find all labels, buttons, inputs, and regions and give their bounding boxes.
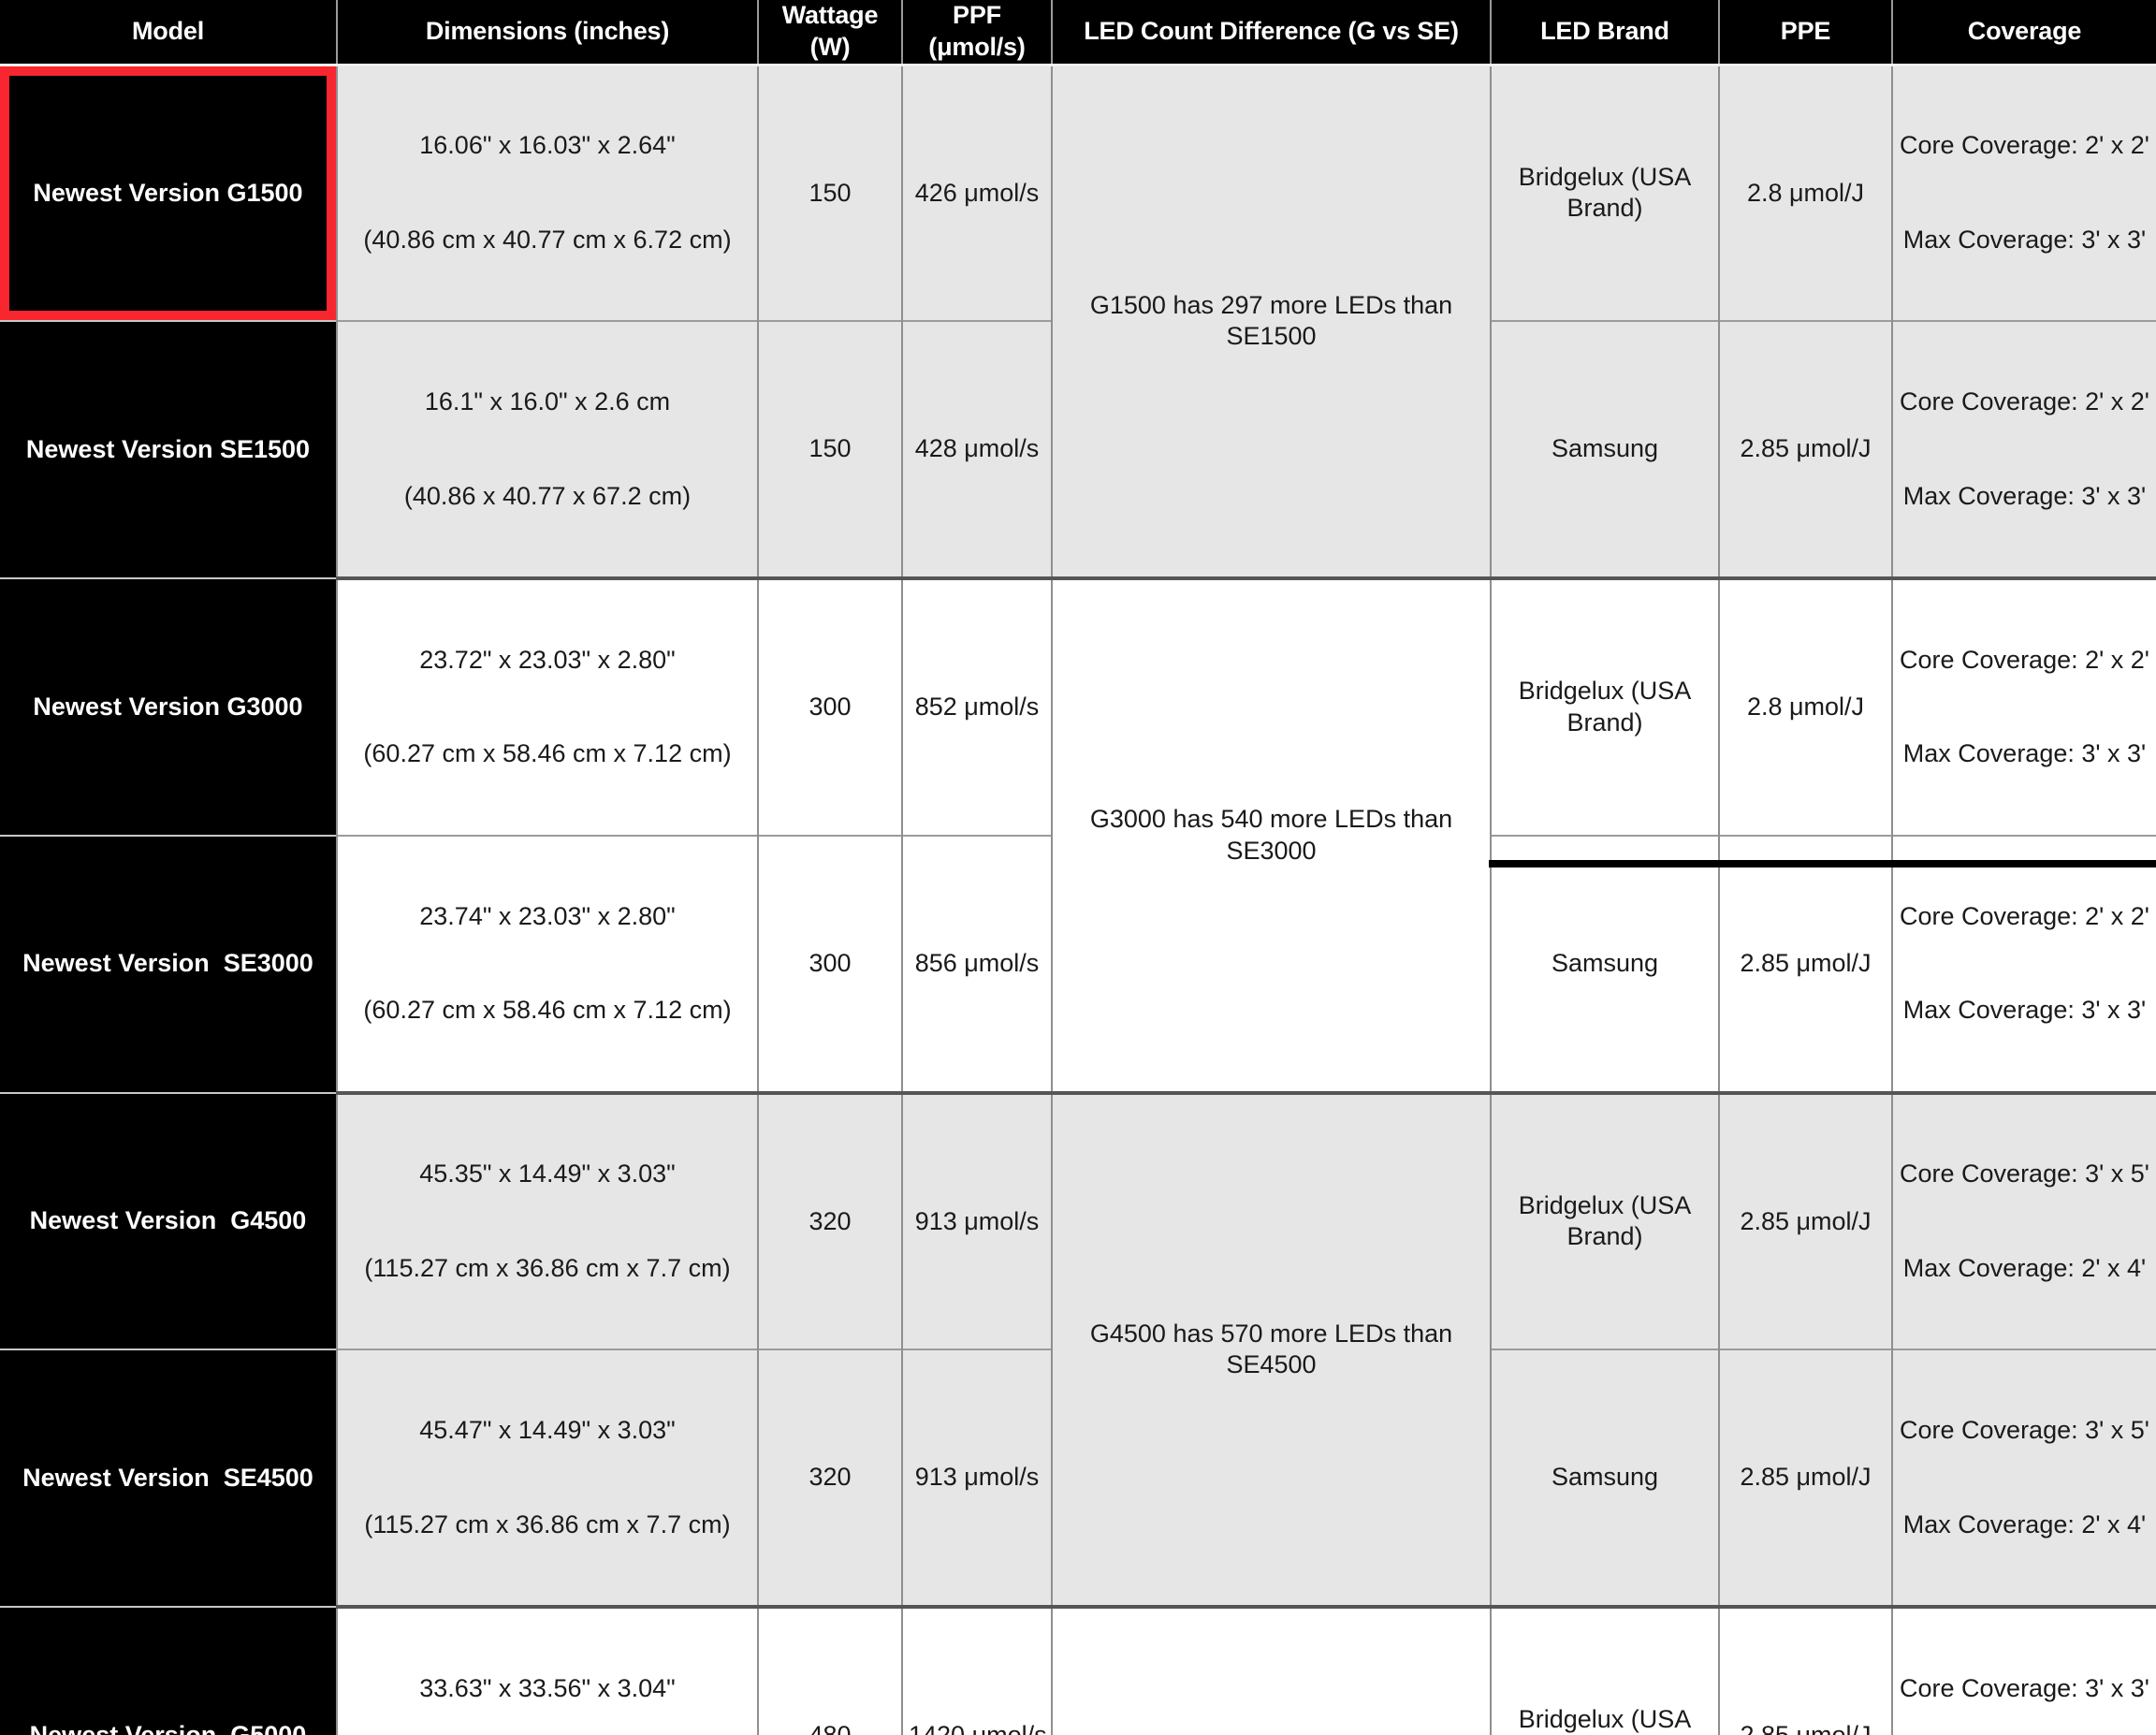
dimensions-inches: 45.47" x 14.49" x 3.03" [419,1416,676,1445]
coverage-cell: Core Coverage: 3' x 3' Max Coverage: 4' … [1891,1605,2156,1735]
table-row-g1500: Newest Version G1500 16.06" x 16.03" x 2… [0,65,2156,578]
dimensions-cell: 23.74" x 23.03" x 2.80" (60.27 cm x 58.4… [336,834,758,1093]
header-row: Model Dimensions (inches) Wattage (W) PP… [0,0,2156,66]
wattage-cell: 300 [757,576,902,836]
led-brand-cell: Bridgelux (USA Brand) [1490,1605,1719,1735]
led-brand-cell: Samsung [1490,320,1719,578]
max-coverage: Max Coverage: 3' x 3' [1902,481,2147,510]
dimensions-cell: 16.06" x 16.03" x 2.64" (40.86 cm x 40.7… [336,65,758,322]
dimensions-inches: 16.06" x 16.03" x 2.64" [419,131,676,160]
dimensions-inches: 23.72" x 23.03" x 2.80" [419,645,676,674]
dimensions-cell: 45.47" x 14.49" x 3.03" (115.27 cm x 36.… [336,1349,758,1607]
wattage-cell: 480 [757,1605,902,1735]
column-header-ppe: PPE [1718,0,1892,66]
ppf-cell: 913 μmol/s [901,1349,1052,1607]
ppe-cell: 2.8 μmol/J [1718,65,1892,322]
core-coverage: Core Coverage: 2' x 2' [1900,387,2149,416]
ppe-cell: 2.85 μmol/J [1718,834,1892,1093]
led-brand-cell: Samsung [1490,1349,1719,1607]
led-count-difference-cell: G5000 has 1200 more LEDs than SE5000 [1051,1605,1491,1735]
column-header-model: Model [0,0,337,66]
ppf-cell: 426 μmol/s [901,65,1052,322]
core-coverage: Core Coverage: 3' x 3' [1900,1673,2149,1702]
table-bottom-border [1489,860,2156,868]
led-count-difference-cell: G4500 has 570 more LEDs than SE4500 [1051,1090,1491,1607]
wattage-cell: 320 [757,1349,902,1607]
wattage-cell: 300 [757,834,902,1093]
ppf-cell: 1420 μmol/s [901,1605,1052,1735]
led-count-difference-cell: G3000 has 540 more LEDs than SE3000 [1051,576,1491,1093]
dimensions-cell: 23.72" x 23.03" x 2.80" (60.27 cm x 58.4… [336,576,758,836]
model-cell: Newest Version SE1500 [0,320,337,578]
table-row-g4500: Newest Version G4500 45.35" x 14.49" x 3… [0,1090,2156,1607]
coverage-cell: Core Coverage: 3' x 5' Max Coverage: 2' … [1891,1349,2156,1607]
column-header-coverage: Coverage [1891,0,2156,66]
core-coverage: Core Coverage: 2' x 2' [1900,645,2149,674]
dimensions-cm: (40.86 cm x 40.77 cm x 6.72 cm) [363,225,732,254]
core-coverage: Core Coverage: 2' x 2' [1900,901,2149,930]
column-header-dimensions: Dimensions (inches) [336,0,758,66]
table-row-g3000: Newest Version G3000 23.72" x 23.03" x 2… [0,576,2156,1093]
dimensions-cell: 33.63" x 33.56" x 3.04" (85.46 cm x 85.2… [336,1605,758,1735]
column-header-ppf: PPF (μmol/s) [901,0,1052,66]
ppf-cell: 852 μmol/s [901,576,1052,836]
dimensions-cm: (115.27 cm x 36.86 cm x 7.7 cm) [364,1253,731,1282]
ppe-cell: 2.85 μmol/J [1718,1090,1892,1350]
coverage-cell: Core Coverage: 2' x 2' Max Coverage: 3' … [1891,576,2156,836]
max-coverage: Max Coverage: 2' x 4' [1902,1253,2147,1282]
dimensions-cm: (60.27 cm x 58.46 cm x 7.12 cm) [363,739,732,768]
column-header-led-count-difference: LED Count Difference (G vs SE) [1051,0,1491,66]
dimensions-cm: (60.27 cm x 58.46 cm x 7.12 cm) [363,996,732,1025]
column-header-led-brand: LED Brand [1490,0,1719,66]
table-header: Model Dimensions (inches) Wattage (W) PP… [0,0,2156,66]
dimensions-inches: 33.63" x 33.56" x 3.04" [419,1673,676,1702]
column-header-wattage: Wattage (W) [757,0,902,66]
dimensions-cell: 16.1" x 16.0" x 2.6 cm (40.86 x 40.77 x … [336,320,758,578]
coverage-cell: Core Coverage: 2' x 2' Max Coverage: 3' … [1891,65,2156,322]
model-cell: Newest Version G3000 [0,577,337,836]
dimensions-cm: (40.86 x 40.77 x 67.2 cm) [403,481,692,510]
wattage-cell: 150 [757,320,902,578]
dimensions-inches: 45.35" x 14.49" x 3.03" [419,1159,676,1188]
led-brand-cell: Bridgelux (USA Brand) [1490,576,1719,836]
coverage-cell: Core Coverage: 2' x 2' Max Coverage: 3' … [1891,834,2156,1093]
ppe-cell: 2.8 μmol/J [1718,576,1892,836]
core-coverage: Core Coverage: 2' x 2' [1900,131,2149,160]
ppe-cell: 2.85 μmol/J [1718,1349,1892,1607]
table-row-se1500: Newest Version SE1500 16.1" x 16.0" x 2.… [0,320,2156,578]
dimensions-cell: 45.35" x 14.49" x 3.03" (115.27 cm x 36.… [336,1090,758,1350]
max-coverage: Max Coverage: 3' x 3' [1902,225,2147,254]
core-coverage: Core Coverage: 3' x 5' [1900,1159,2149,1188]
core-coverage: Core Coverage: 3' x 5' [1900,1416,2149,1445]
max-coverage: Max Coverage: 3' x 3' [1902,739,2147,768]
max-coverage: Max Coverage: 2' x 4' [1902,1509,2147,1538]
led-count-difference-cell: G1500 has 297 more LEDs than SE1500 [1051,65,1491,578]
model-cell-highlighted: Newest Version G1500 [0,65,337,322]
coverage-cell: Core Coverage: 3' x 5' Max Coverage: 2' … [1891,1090,2156,1350]
ppe-cell: 2.85 μmol/J [1718,1605,1892,1735]
led-brand-cell: Bridgelux (USA Brand) [1490,1090,1719,1350]
max-coverage: Max Coverage: 3' x 3' [1902,996,2147,1025]
ppf-cell: 856 μmol/s [901,834,1052,1093]
model-cell: Newest Version SE3000 [0,834,337,1093]
coverage-cell: Core Coverage: 2' x 2' Max Coverage: 3' … [1891,320,2156,578]
dimensions-inches: 23.74" x 23.03" x 2.80" [419,901,676,930]
ppf-cell: 428 μmol/s [901,320,1052,578]
ppf-cell: 913 μmol/s [901,1090,1052,1350]
led-brand-cell: Bridgelux (USA Brand) [1490,65,1719,322]
ppe-cell: 2.85 μmol/J [1718,320,1892,578]
model-cell: Newest Version SE4500 [0,1349,337,1607]
dimensions-inches: 16.1" x 16.0" x 2.6 cm [424,387,671,416]
led-brand-cell: Samsung [1490,834,1719,1093]
wattage-cell: 320 [757,1090,902,1350]
wattage-cell: 150 [757,65,902,322]
table-row-g5000: Newest Version G5000 33.63" x 33.56" x 3… [0,1605,2156,1735]
dimensions-cm: (115.27 cm x 36.86 cm x 7.7 cm) [364,1509,731,1538]
model-cell: Newest Version G4500 [0,1091,337,1350]
model-cell: Newest Version G5000 [0,1606,337,1735]
